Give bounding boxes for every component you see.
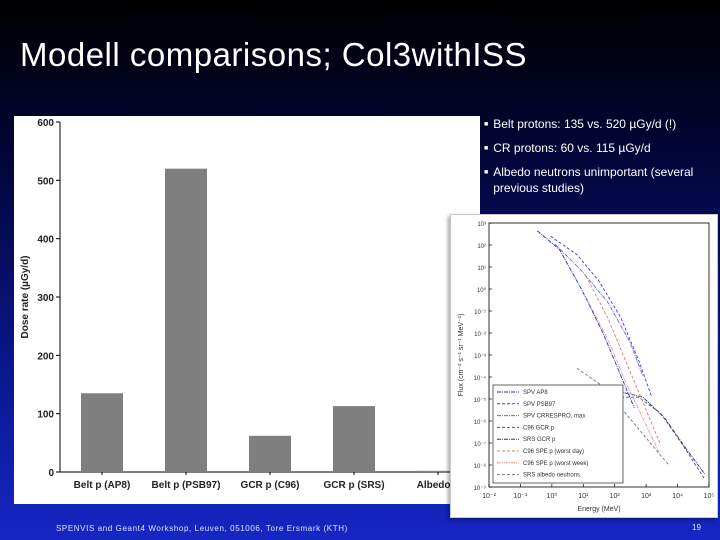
legend-entry: C96 GCR p [523,425,555,431]
bullet-dot-icon: ■ [484,121,489,128]
y-tick-label: 10⁻⁷ [474,441,486,448]
flux-series-line [585,275,662,445]
y-tick-label: 300 [37,293,54,304]
legend-entry: C96 SPE p (worst day) [523,449,584,455]
y-tick-label: 10³ [477,222,486,228]
bullet-item: ■ CR protons: 60 vs. 115 µGy/d [484,140,720,157]
y-tick-label: 10⁻⁶ [474,419,487,426]
flux-series-line [537,230,635,408]
y-tick-label: 10⁻⁸ [474,463,487,470]
y-tick-label: 10⁻⁴ [474,375,487,382]
x-tick-label: 10³ [641,493,652,500]
y-axis-label: Flux (cm⁻² s⁻¹ sr⁻¹ MeV⁻¹) [458,314,465,397]
flux-series-line [576,367,670,467]
bar [81,393,123,472]
x-tick-label: 10⁵ [704,493,715,500]
bullet-dot-icon: ■ [484,169,489,176]
y-tick-label: 10⁻¹ [474,310,486,316]
y-tick-label: 0 [48,468,54,479]
flux-series-line [554,243,644,377]
y-tick-label: 10⁻⁵ [474,397,487,404]
y-tick-label: 400 [37,235,54,246]
y-tick-label: 10⁻³ [474,354,486,360]
x-tick-label: 10⁴ [672,493,683,500]
y-tick-label: 10⁻² [474,332,486,338]
flux-series-line [598,391,705,475]
x-tick-label: Belt p (PSB97) [152,480,221,491]
y-axis-label: Dose rate (µGy/d) [20,255,31,338]
page-number: 19 [692,523,701,532]
bullet-dot-icon: ■ [484,145,489,152]
dose-rate-bar-chart: 0 100 200 300 400 500 600 Dose rate (µGy/d) Belt… [14,116,480,504]
x-tick-label: 10¹ [578,493,589,500]
y-tick-label: 10² [477,244,486,250]
legend-entry: SPV CRRESPRO, max [523,414,585,420]
bullet-text: Belt protons: 135 vs. 520 µGy/d (!) [493,117,677,131]
flux-series-line [550,235,653,398]
x-tick-label: 10² [610,493,621,500]
y-tick-label: 200 [37,351,54,362]
bullet-item: ■ Albedo neutrons unimportant (several p… [484,164,720,196]
legend-box [492,384,624,484]
bullet-item: ■ Belt protons: 135 vs. 520 µGy/d (!) [484,116,720,133]
legend-entry: SPV PSB97 [523,402,556,408]
y-tick-label: 10¹ [477,266,486,272]
bar-chart-svg: 0 100 200 300 400 500 600 Dose rate (µGy/d) Belt… [20,118,480,491]
x-tick-label: GCR p (SRS) [323,480,384,491]
bullet-text: CR protons: 60 vs. 115 µGy/d [493,141,651,155]
slide-title: Modell comparisons; Col3withISS [20,36,528,73]
y-tick-label: 10⁰ [477,287,487,294]
flux-chart-svg: 10⁻² 10⁻¹ 10⁰ 10¹ 10² 10³ 10⁴ 10⁵ 10⁻⁹ 10⁻⁸ 10⁻⁷ 10… [458,222,715,513]
bullet-list: ■ Belt protons: 135 vs. 520 µGy/d (!) ■ … [484,116,720,203]
legend-entry: C96 SPE p (worst week) [523,461,588,467]
bar [333,406,375,472]
x-tick-label: Belt p (AP8) [74,480,131,491]
bar [249,435,291,472]
y-tick-label: 500 [37,176,54,187]
bar [165,168,207,472]
x-tick-label: 10⁻¹ [514,493,528,500]
legend-entry: SRS GCR p [523,437,556,443]
x-tick-label: Albedo n [417,480,460,491]
flux-series-line [585,296,662,456]
x-tick-label: GCR p (C96) [241,480,300,491]
x-tick-label: 10⁰ [547,492,558,500]
y-tick-label: 100 [37,410,54,421]
bullet-text: Albedo neutrons unimportant (several pre… [493,165,694,195]
x-tick-label: 10⁻² [482,493,496,500]
flux-spectrum-inset: 10⁻² 10⁻¹ 10⁰ 10¹ 10² 10³ 10⁴ 10⁵ 10⁻⁹ 10⁻⁸ 10⁻⁷ 10… [450,214,718,518]
legend-entry: SPV AP8 [523,390,548,396]
bar [417,470,459,472]
y-tick-label: 600 [37,118,54,129]
y-tick-label: 10⁻⁹ [474,485,487,492]
x-axis-label: Energy (MeV) [577,506,620,513]
legend-entry: SRS albedo neutrons [523,473,580,479]
slide-footer: SPENVIS and Geant4 Workshop, Leuven, 051… [56,524,348,533]
